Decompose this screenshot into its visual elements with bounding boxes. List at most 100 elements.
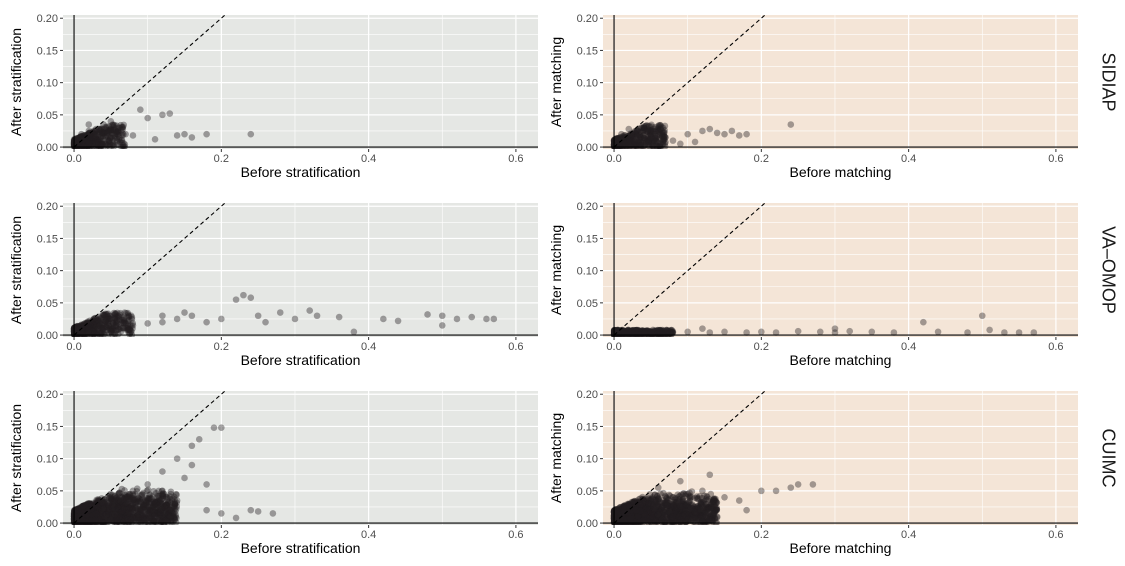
data-point-cloud — [117, 517, 125, 525]
data-point-cloud — [105, 501, 112, 509]
data-point-cloud — [635, 326, 642, 334]
data-point-cloud — [157, 516, 164, 524]
data-point-cloud — [170, 514, 178, 521]
data-point-cloud — [639, 328, 647, 335]
data-point-cloud — [628, 137, 636, 145]
data-point-cloud — [140, 517, 148, 524]
data-point-cloud — [162, 499, 169, 507]
y-tick-label: 0.05 — [37, 298, 58, 310]
data-point-cloud — [613, 515, 621, 523]
data-point-cloud — [117, 502, 124, 510]
data-point-cloud — [98, 514, 106, 521]
data-point-cloud — [159, 517, 167, 524]
data-point-cloud — [76, 510, 84, 518]
data-point-cloud — [620, 136, 627, 144]
data-point-cloud — [696, 513, 704, 520]
data-point-cloud — [659, 502, 667, 510]
data-point-cloud — [100, 125, 108, 133]
data-point-cloud — [628, 517, 636, 524]
data-point-cloud — [82, 507, 90, 515]
data-point-cloud — [125, 312, 133, 320]
data-point-cloud — [129, 506, 136, 514]
data-point-cloud — [152, 498, 160, 506]
data-point-cloud — [90, 514, 98, 522]
data-point-cloud — [81, 503, 89, 511]
data-point-cloud — [659, 514, 667, 521]
data-point-cloud — [75, 137, 83, 145]
data-point-cloud — [81, 513, 89, 521]
data-point-cloud — [127, 517, 134, 524]
data-point-cloud — [681, 511, 689, 519]
data-point — [632, 506, 640, 514]
data-point-cloud — [86, 515, 94, 523]
data-point-cloud — [126, 509, 134, 517]
data-point-cloud — [156, 507, 163, 515]
y-axis-title: After stratification — [8, 28, 24, 136]
data-point-cloud — [171, 500, 179, 508]
data-point-cloud — [118, 136, 126, 144]
data-point-cloud — [138, 514, 146, 521]
data-point-cloud — [99, 517, 107, 524]
data-point-cloud — [642, 511, 649, 518]
data-point-cloud — [74, 508, 82, 516]
data-point-cloud — [643, 128, 651, 135]
data-point-cloud — [117, 508, 125, 516]
data-point-cloud — [644, 515, 652, 522]
data-point-cloud — [97, 510, 104, 518]
data-point-cloud — [93, 514, 100, 521]
data-point-cloud — [705, 504, 713, 512]
y-tick-label: 0.20 — [37, 201, 58, 213]
data-point-cloud — [93, 320, 101, 328]
data-point — [240, 291, 247, 299]
data-point-cloud — [673, 505, 681, 513]
data-point-cloud — [119, 319, 126, 327]
data-point-cloud — [627, 506, 635, 514]
data-point-cloud — [85, 511, 93, 519]
data-point-cloud — [648, 123, 656, 131]
data-point-cloud — [628, 131, 635, 139]
data-point-cloud — [624, 505, 632, 512]
data-point-cloud — [622, 136, 630, 144]
data-point-cloud — [86, 139, 93, 147]
data-point-cloud — [74, 506, 82, 513]
data-point-cloud — [113, 512, 121, 519]
data-point-cloud — [644, 329, 651, 336]
data-point-cloud — [173, 514, 180, 522]
data-point-cloud — [115, 131, 122, 139]
data-point-cloud — [625, 512, 633, 520]
data-point-cloud — [139, 489, 147, 497]
x-tick-label: 0.4 — [901, 529, 916, 541]
data-point-cloud — [644, 327, 652, 335]
data-point — [78, 328, 85, 336]
data-point-cloud — [92, 502, 99, 509]
data-point-cloud — [77, 505, 84, 513]
data-point-cloud — [157, 512, 165, 520]
data-point-cloud — [73, 325, 80, 332]
data-point-cloud — [656, 328, 663, 336]
data-point — [210, 424, 218, 432]
data-point — [706, 329, 714, 336]
data-point-cloud — [695, 514, 702, 522]
data-point-cloud — [621, 504, 628, 512]
data-point-cloud — [74, 327, 82, 335]
data-point-cloud — [707, 504, 715, 512]
data-point-cloud — [161, 510, 168, 518]
data-point-cloud — [618, 135, 626, 142]
data-point-cloud — [124, 511, 131, 519]
data-point-cloud — [625, 138, 632, 145]
data-point-cloud — [619, 505, 627, 512]
data-point-cloud — [91, 322, 99, 330]
data-point-cloud — [164, 511, 172, 518]
data-point-cloud — [82, 325, 90, 333]
data-point-cloud — [123, 324, 131, 332]
data-point-cloud — [112, 514, 119, 522]
data-point-cloud — [105, 123, 113, 130]
reference-line — [73, 203, 226, 336]
panel-background — [603, 203, 1078, 337]
data-point-cloud — [102, 498, 109, 506]
data-point-cloud — [168, 496, 176, 504]
data-point-cloud — [114, 141, 121, 149]
data-point-cloud — [651, 329, 659, 336]
data-point-cloud — [74, 506, 82, 514]
data-point-cloud — [630, 128, 638, 135]
